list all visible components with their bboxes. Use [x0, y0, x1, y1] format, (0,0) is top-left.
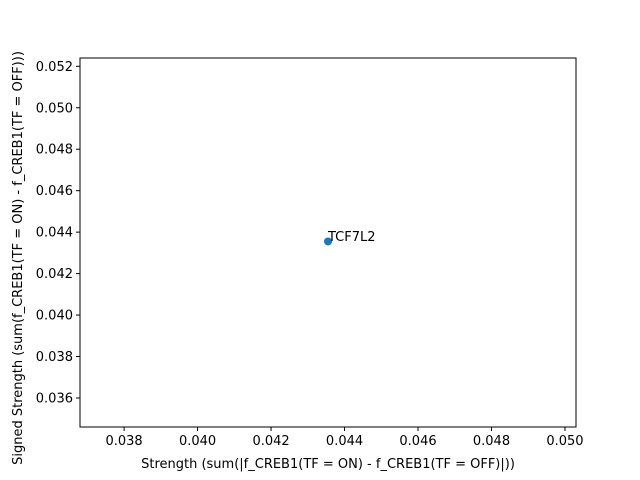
data-points: TCF7L2: [324, 230, 376, 246]
x-tick-label: 0.050: [546, 434, 583, 449]
x-axis-ticks: 0.038 0.040 0.042 0.044 0.046 0.048 0.050: [105, 427, 584, 449]
y-tick-label: 0.048: [36, 143, 73, 158]
x-tick-label: 0.044: [326, 434, 363, 449]
y-tick-label: 0.044: [36, 226, 73, 241]
x-tick-label: 0.040: [179, 434, 216, 449]
x-tick-label: 0.046: [399, 434, 436, 449]
y-tick-label: 0.036: [36, 391, 73, 406]
plot-area: [79, 57, 577, 428]
y-tick-label: 0.042: [36, 267, 73, 282]
y-tick-label: 0.052: [36, 60, 73, 75]
plot-frame: [79, 57, 577, 428]
x-tick-label: 0.042: [252, 434, 289, 449]
y-tick-label: 0.046: [36, 184, 73, 199]
y-axis-ticks: 0.036 0.038 0.040 0.042 0.044 0.046 0.048 0.050…: [36, 60, 80, 406]
y-tick-label: 0.040: [36, 309, 73, 324]
data-point: [324, 237, 332, 246]
x-tick-label: 0.038: [105, 434, 142, 449]
x-axis-label: Strength (sum(|f_CREB1(TF = ON) - f_CREB…: [141, 457, 515, 472]
y-tick-label: 0.038: [36, 350, 73, 365]
data-point-label: TCF7L2: [327, 230, 376, 245]
y-axis-label: Signed Strength (sum(f_CREB1(TF = ON) - …: [11, 51, 26, 465]
x-tick-label: 0.048: [473, 434, 510, 449]
y-tick-label: 0.050: [36, 101, 73, 116]
